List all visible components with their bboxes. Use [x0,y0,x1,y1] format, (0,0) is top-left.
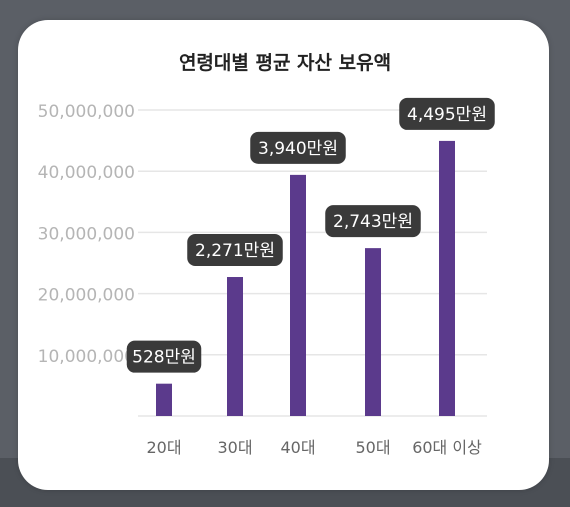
data-label-box [250,131,346,164]
y-tick-label: 40,000,000 [38,163,135,183]
data-label: 4,495만원 [407,105,487,125]
x-tick-label: 40대 [280,438,315,457]
data-label-box [126,340,202,373]
y-tick-label: 30,000,000 [38,224,135,244]
y-tick-label: 50,000,000 [38,102,135,122]
y-tick-label: 10,000,000 [38,347,135,367]
x-tick-label: 20대 [146,438,181,457]
data-label-box [187,234,283,267]
bar [227,277,243,416]
bar [365,248,381,416]
x-tick-label: 30대 [217,438,252,457]
data-label: 2,271만원 [195,241,275,261]
chart-title: 연령대별 평균 자산 보유액 [178,52,392,74]
bar [439,140,455,416]
data-label: 2,743만원 [333,212,413,232]
y-tick-label: 20,000,000 [38,286,135,306]
bar [156,383,172,416]
x-tick-label: 50대 [355,438,390,457]
bar [290,174,306,416]
data-label: 528만원 [132,348,196,368]
data-label-box [325,205,421,238]
x-tick-label: 60대 이상 [412,438,482,457]
data-label: 3,940만원 [258,139,338,159]
data-label-box [399,97,495,130]
